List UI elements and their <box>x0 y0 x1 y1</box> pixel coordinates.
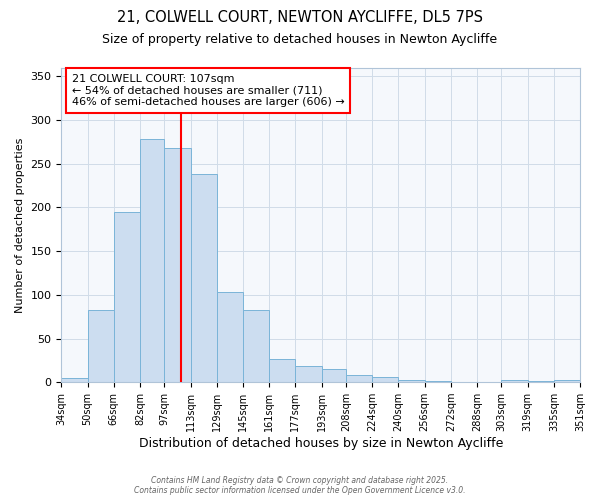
Text: 21 COLWELL COURT: 107sqm
← 54% of detached houses are smaller (711)
46% of semi-: 21 COLWELL COURT: 107sqm ← 54% of detach… <box>72 74 344 107</box>
Bar <box>217 292 243 382</box>
Text: Contains HM Land Registry data © Crown copyright and database right 2025.
Contai: Contains HM Land Registry data © Crown c… <box>134 476 466 495</box>
Bar <box>269 358 295 382</box>
Bar <box>295 366 322 382</box>
Bar <box>164 148 191 382</box>
Bar <box>322 369 346 382</box>
Bar <box>346 375 372 382</box>
Y-axis label: Number of detached properties: Number of detached properties <box>15 137 25 312</box>
Text: Size of property relative to detached houses in Newton Aycliffe: Size of property relative to detached ho… <box>103 32 497 46</box>
Bar <box>88 310 114 382</box>
Bar <box>502 380 527 382</box>
Bar <box>114 212 140 382</box>
Bar <box>61 378 88 382</box>
Bar <box>191 174 217 382</box>
Bar <box>554 380 580 382</box>
Bar <box>398 380 425 382</box>
Bar <box>140 139 164 382</box>
X-axis label: Distribution of detached houses by size in Newton Aycliffe: Distribution of detached houses by size … <box>139 437 503 450</box>
Bar <box>243 310 269 382</box>
Bar <box>580 380 600 382</box>
Bar <box>372 377 398 382</box>
Text: 21, COLWELL COURT, NEWTON AYCLIFFE, DL5 7PS: 21, COLWELL COURT, NEWTON AYCLIFFE, DL5 … <box>117 10 483 25</box>
